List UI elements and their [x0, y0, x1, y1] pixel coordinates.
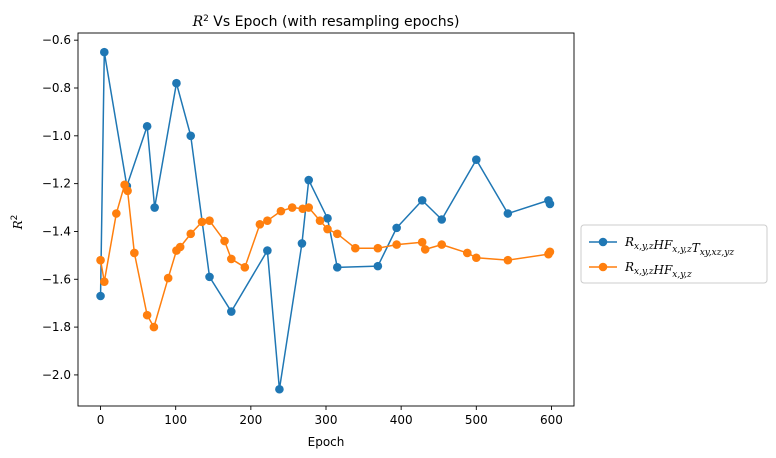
- series-2-point: [304, 203, 314, 212]
- series-1-point: [417, 196, 427, 205]
- series-2-point: [175, 242, 185, 252]
- series-1-point: [437, 215, 447, 224]
- series-2-point: [123, 186, 132, 196]
- x-tick-label: 500: [465, 413, 488, 427]
- legend-entry-1: Rx,y,zHFx,y,zTxy,xz,yz: [589, 235, 734, 258]
- series-1-point: [186, 131, 196, 141]
- series-1-point: [545, 199, 555, 209]
- series-2-point: [472, 253, 481, 263]
- series-2-point: [373, 243, 383, 253]
- x-axis-label: Epoch: [308, 435, 345, 449]
- y-axis-label: R2: [10, 215, 25, 231]
- series-2-point: [332, 229, 342, 239]
- series-2-point: [287, 203, 297, 212]
- legend-marker: [598, 262, 608, 272]
- chart-title: R2 Vs Epoch (with resampling epochs): [192, 14, 460, 30]
- series-1-point: [304, 175, 314, 185]
- y-tick-label: −1.2: [42, 177, 71, 191]
- series-2-point: [323, 224, 332, 234]
- series-2-point: [437, 240, 447, 249]
- x-tick-label: 100: [164, 413, 187, 427]
- y-tick-label: −0.8: [42, 81, 71, 95]
- series-2-point: [163, 273, 173, 283]
- series-2-point: [263, 216, 272, 225]
- series-2-point: [96, 255, 105, 265]
- series-1-point: [503, 209, 513, 218]
- series-1-point: [373, 261, 383, 271]
- x-tick-label: 600: [540, 413, 563, 427]
- legend-label: Rx,y,zHFx,y,zTxy,xz,yz: [624, 235, 734, 258]
- series-1-point: [275, 384, 284, 394]
- legend-box: [580, 224, 768, 284]
- plot-area: [96, 47, 555, 394]
- series-2-point: [112, 209, 121, 218]
- series-1-point: [472, 155, 481, 165]
- series-1: [96, 47, 555, 394]
- series-2-point: [186, 229, 196, 239]
- x-tick-label: 400: [390, 413, 413, 427]
- series-2-line: [99, 184, 551, 328]
- series-2-point: [142, 310, 152, 320]
- series-2-point: [149, 322, 159, 332]
- y-tick-label: −2.0: [42, 368, 71, 382]
- axes: 0 100 200 300 400 500 600 −2.0 −1.8 −1.6 −1.4 −1.2 −…: [42, 32, 575, 427]
- y-tick-label: −1.6: [42, 272, 71, 286]
- series-2-point: [197, 217, 207, 227]
- series-2-point: [255, 219, 265, 229]
- series-2-point: [420, 245, 430, 254]
- y-tick-label: −1.0: [42, 129, 71, 143]
- series-1-point: [227, 307, 236, 316]
- series-2-point: [100, 277, 109, 286]
- series-1-point: [142, 121, 152, 131]
- series-2-point: [205, 216, 214, 225]
- series-1-point: [205, 272, 214, 282]
- legend-entry-2: Rx,y,zHFx,y,z: [589, 260, 692, 280]
- y-tick-label: −1.4: [42, 224, 71, 238]
- series-2-point: [503, 255, 513, 265]
- legend-label: Rx,y,zHFx,y,z: [624, 260, 692, 280]
- series-2-point: [130, 248, 139, 258]
- legend-marker: [598, 237, 608, 247]
- x-tick-label: 0: [97, 413, 105, 427]
- series-2-point: [417, 237, 427, 247]
- series-1-point: [100, 47, 109, 57]
- x-tick-label: 300: [315, 413, 338, 427]
- series-2-point: [240, 263, 250, 272]
- series-2-point: [220, 236, 229, 246]
- series-2-point: [315, 216, 325, 225]
- series-1-point: [150, 203, 159, 212]
- y-tick-label: −1.8: [42, 320, 71, 334]
- series-2-point: [227, 254, 236, 264]
- series-2-point: [545, 247, 555, 257]
- series-2-point: [392, 240, 401, 249]
- series-1-point: [392, 223, 401, 233]
- series-1-point: [297, 239, 307, 248]
- x-tick-label: 200: [239, 413, 262, 427]
- y-tick-label: −0.6: [42, 33, 71, 47]
- series-2-point: [276, 206, 286, 216]
- series-2-point: [351, 243, 360, 253]
- series-1-point: [323, 214, 332, 223]
- series-2: [96, 180, 555, 332]
- series-1-point: [263, 246, 272, 255]
- series-1-point: [332, 263, 342, 272]
- series-2-point: [462, 248, 472, 258]
- series-1-point: [96, 291, 105, 301]
- series-1-point: [172, 78, 181, 88]
